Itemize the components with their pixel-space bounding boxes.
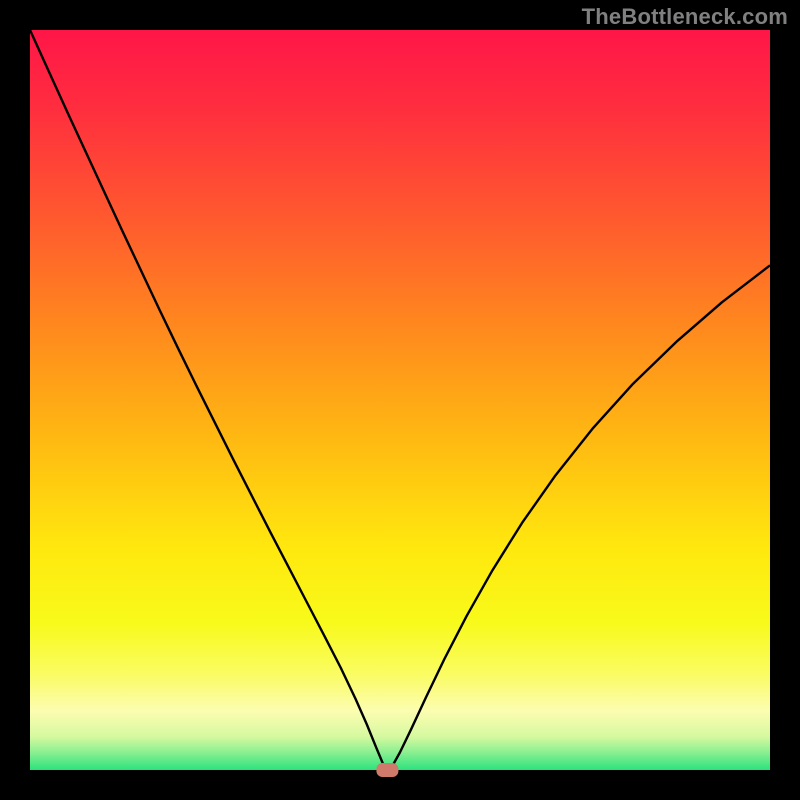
bottleneck-chart bbox=[0, 0, 800, 800]
watermark-text: TheBottleneck.com bbox=[582, 4, 788, 30]
optimum-marker bbox=[376, 763, 398, 777]
plot-background bbox=[30, 30, 770, 770]
chart-frame: TheBottleneck.com bbox=[0, 0, 800, 800]
